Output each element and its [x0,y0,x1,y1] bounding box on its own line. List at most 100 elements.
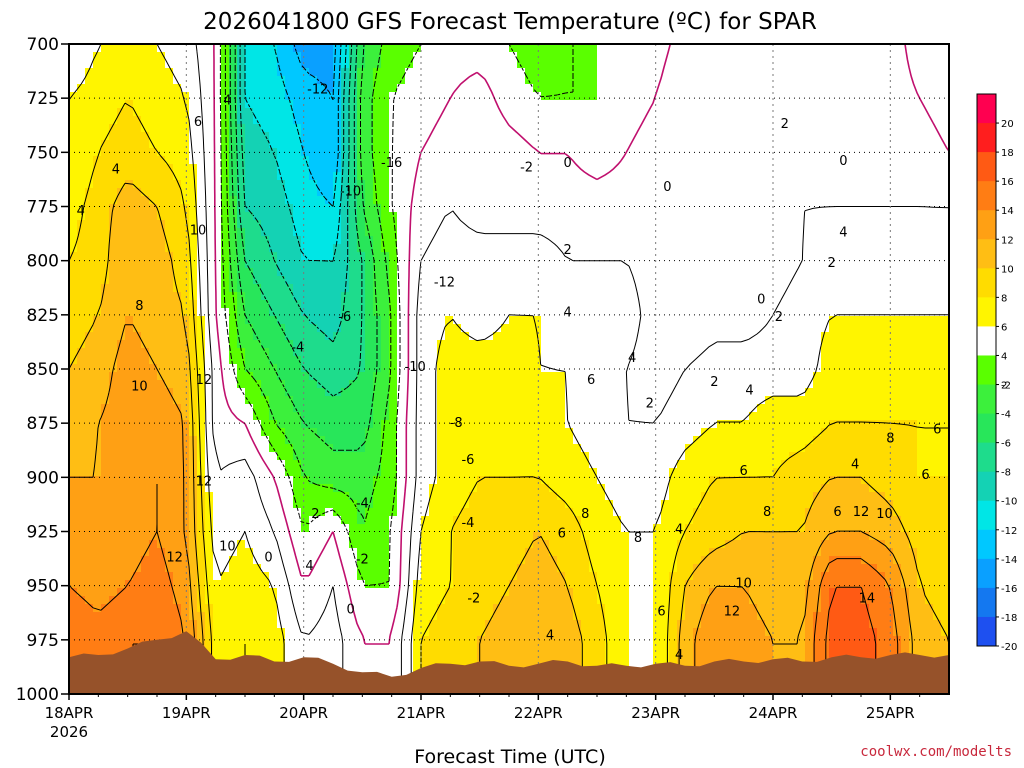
temperature-cell [341,44,350,53]
temperature-cell [309,244,318,253]
temperature-cell [773,324,782,333]
temperature-cell [437,252,446,261]
temperature-cell [85,172,94,181]
temperature-cell [653,324,662,333]
temperature-cell [429,204,438,213]
temperature-cell [389,156,398,165]
temperature-cell [605,348,614,357]
temperature-cell [197,340,206,349]
temperature-cell [749,252,758,261]
temperature-cell [901,372,910,381]
temperature-cell [461,348,470,357]
temperature-cell [933,244,942,253]
temperature-cell [269,76,278,85]
temperature-cell [309,356,318,365]
temperature-cell [813,252,822,261]
temperature-cell [909,308,918,317]
temperature-cell [653,156,662,165]
temperature-cell [549,356,558,365]
temperature-cell [389,124,398,133]
temperature-cell [677,316,686,325]
temperature-cell [541,228,550,237]
temperature-cell [165,100,174,109]
temperature-cell [725,356,734,365]
temperature-cell [549,228,558,237]
temperature-cell [533,84,542,93]
temperature-cell [709,316,718,325]
temperature-cell [221,396,230,405]
temperature-cell [933,156,942,165]
temperature-cell [677,236,686,245]
temperature-cell [437,396,446,405]
temperature-cell [893,220,902,229]
temperature-cell [445,132,454,141]
temperature-cell [605,116,614,125]
temperature-cell [197,380,206,389]
temperature-cell [565,316,574,325]
temperature-cell [533,388,542,397]
temperature-cell [389,364,398,373]
temperature-cell [157,44,166,53]
temperature-cell [453,116,462,125]
temperature-cell [709,220,718,229]
temperature-cell [349,348,358,357]
temperature-cell [269,276,278,285]
temperature-cell [661,124,670,133]
temperature-cell [901,228,910,237]
temperature-cell [405,340,414,349]
temperature-cell [597,60,606,69]
temperature-cell [429,164,438,173]
temperature-cell [653,52,662,61]
temperature-cell [613,276,622,285]
temperature-cell [253,356,262,365]
temperature-cell [437,44,446,53]
temperature-cell [597,268,606,277]
temperature-cell [469,76,478,85]
temperature-cell [149,332,158,341]
temperature-cell [341,172,350,181]
temperature-cell [93,84,102,93]
temperature-cell [653,100,662,109]
temperature-cell [229,188,238,197]
temperature-cell [837,44,846,53]
temperature-cell [357,396,366,405]
temperature-cell [885,348,894,357]
temperature-cell [901,332,910,341]
temperature-cell [661,52,670,61]
temperature-cell [253,124,262,133]
temperature-cell [709,44,718,53]
temperature-cell [285,316,294,325]
temperature-cell [549,164,558,173]
temperature-cell [917,60,926,69]
temperature-cell [229,220,238,229]
temperature-cell [701,172,710,181]
temperature-cell [477,364,486,373]
temperature-cell [773,380,782,389]
temperature-cell [197,196,206,205]
temperature-cell [453,92,462,101]
temperature-cell [925,212,934,221]
temperature-cell [253,164,262,173]
temperature-cell [565,52,574,61]
temperature-cell [173,44,182,53]
temperature-cell [453,220,462,229]
temperature-cell [829,332,838,341]
temperature-cell [765,212,774,221]
temperature-cell [357,220,366,229]
temperature-cell [917,76,926,85]
temperature-cell [325,92,334,101]
temperature-cell [941,188,949,197]
temperature-cell [165,228,174,237]
temperature-cell [277,212,286,221]
temperature-cell [365,156,374,165]
temperature-cell [397,316,406,325]
temperature-cell [877,68,886,77]
temperature-cell [253,60,262,69]
temperature-cell [821,164,830,173]
temperature-cell [741,300,750,309]
temperature-cell [709,228,718,237]
temperature-cell [133,380,142,389]
temperature-cell [381,84,390,93]
temperature-cell [189,340,198,349]
temperature-cell [293,164,302,173]
